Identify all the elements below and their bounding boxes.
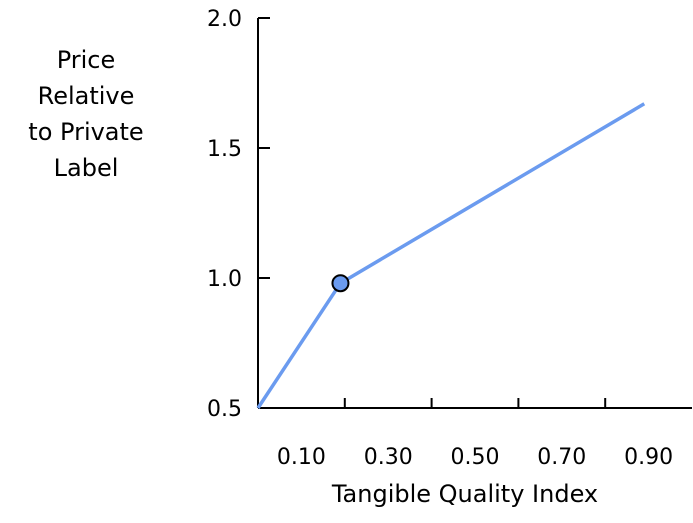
x-tick-label: 0.30 (364, 445, 413, 470)
x-axis-label: Tangible Quality Index (331, 480, 599, 508)
x-tick-label: 0.70 (537, 445, 586, 470)
y-tick-label: 1.0 (207, 267, 242, 292)
line-chart: 0.5 1.0 1.5 2.0 0.10 0.30 0.50 0.70 0.90 (207, 7, 692, 470)
y-axis-label-line-4: Label (53, 154, 119, 182)
y-axis-label: Price Relative to Private Label (0, 42, 172, 186)
x-tick-label: 0.50 (451, 445, 500, 470)
series-line (256, 102, 646, 409)
y-axis-label-line-3: to Private (28, 118, 144, 146)
y-axis-label-line-2: Relative (37, 82, 135, 110)
y-tick-label: 2.0 (207, 7, 242, 32)
x-tick-label: 0.90 (624, 445, 673, 470)
kink-point-marker (331, 274, 350, 293)
x-tick-label: 0.10 (277, 445, 326, 470)
y-tick-label: 1.5 (207, 137, 242, 162)
y-tick-label: 0.5 (207, 397, 242, 422)
y-axis-label-line-1: Price (56, 46, 116, 74)
